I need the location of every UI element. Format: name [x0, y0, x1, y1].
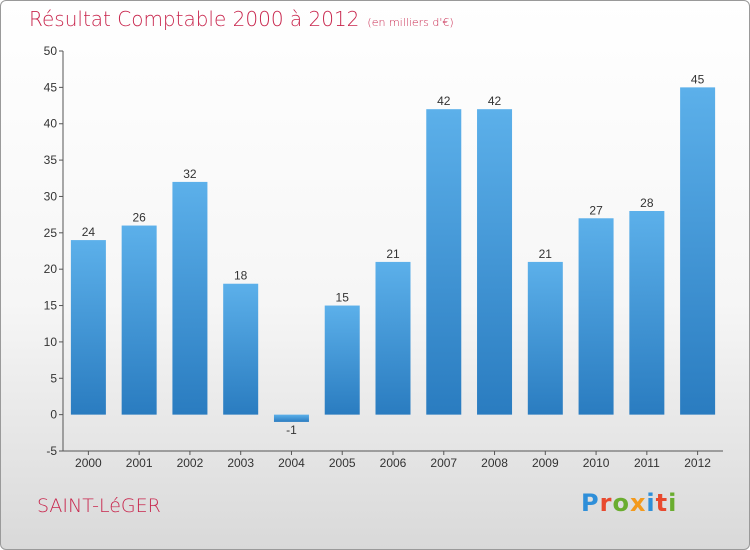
x-tick-label: 2001	[126, 456, 153, 470]
x-tick-label: 2000	[75, 456, 102, 470]
bar	[426, 109, 462, 415]
x-tick-label: 2002	[177, 456, 204, 470]
bar	[70, 240, 106, 415]
bar	[578, 218, 614, 415]
y-tick-label: 50	[44, 44, 58, 58]
data-label: 26	[132, 211, 146, 225]
logo-letter: i	[646, 489, 656, 517]
x-tick-label: 2005	[329, 456, 356, 470]
x-tick-label: 2004	[278, 456, 305, 470]
data-label: -1	[286, 423, 297, 437]
x-tick-label: 2006	[380, 456, 407, 470]
x-tick-label: 2007	[430, 456, 457, 470]
data-label: 21	[539, 247, 553, 261]
chart-subtitle: (en milliers d'€)	[367, 16, 454, 29]
title-text: Résultat Comptable 2000 à 2012	[29, 7, 360, 31]
y-tick-label: 35	[44, 153, 58, 167]
bar	[324, 305, 360, 415]
data-label: 45	[691, 72, 705, 86]
x-tick-label: 2008	[481, 456, 508, 470]
data-label: 42	[437, 94, 451, 108]
bar	[680, 87, 716, 415]
y-tick-label: 0	[50, 408, 57, 422]
y-tick-label: 25	[44, 226, 58, 240]
y-tick-label: 45	[44, 80, 58, 94]
data-label: 42	[488, 94, 502, 108]
y-tick-label: 20	[44, 262, 58, 276]
x-tick-label: 2010	[583, 456, 610, 470]
data-label: 15	[336, 291, 350, 305]
logo-letter: P	[581, 489, 600, 517]
data-label: 18	[234, 269, 248, 283]
y-tick-label: 5	[50, 371, 57, 385]
logo-letter: r	[599, 489, 613, 517]
x-tick-label: 2012	[684, 456, 711, 470]
logo-letter: t	[655, 489, 669, 517]
town-name: SAINT-LéGER	[37, 495, 161, 517]
logo-letter: o	[612, 489, 630, 517]
x-tick-label: 2009	[532, 456, 559, 470]
bar	[527, 261, 563, 415]
logo-letter: x	[629, 489, 647, 517]
y-tick-label: 15	[44, 299, 58, 313]
y-tick-label: 30	[44, 189, 58, 203]
y-tick-label: -5	[46, 444, 57, 458]
data-label: 27	[589, 203, 603, 217]
data-label: 24	[82, 225, 96, 239]
bar	[477, 109, 513, 415]
bar	[375, 261, 411, 415]
bar	[172, 181, 208, 415]
bar	[223, 283, 259, 415]
x-tick-label: 2003	[227, 456, 254, 470]
proxiti-logo: Proxiti	[581, 489, 677, 517]
data-label: 32	[183, 167, 197, 181]
chart-title: Résultat Comptable 2000 à 2012 (en millie…	[29, 7, 454, 31]
x-tick-label: 2011	[634, 456, 660, 470]
y-tick-label: 40	[44, 117, 58, 131]
logo-letter: i	[668, 489, 678, 517]
y-tick-label: 10	[44, 335, 58, 349]
bar	[273, 414, 309, 422]
data-label: 21	[386, 247, 400, 261]
bar	[121, 225, 157, 415]
bar	[629, 211, 665, 415]
data-label: 28	[640, 196, 654, 210]
